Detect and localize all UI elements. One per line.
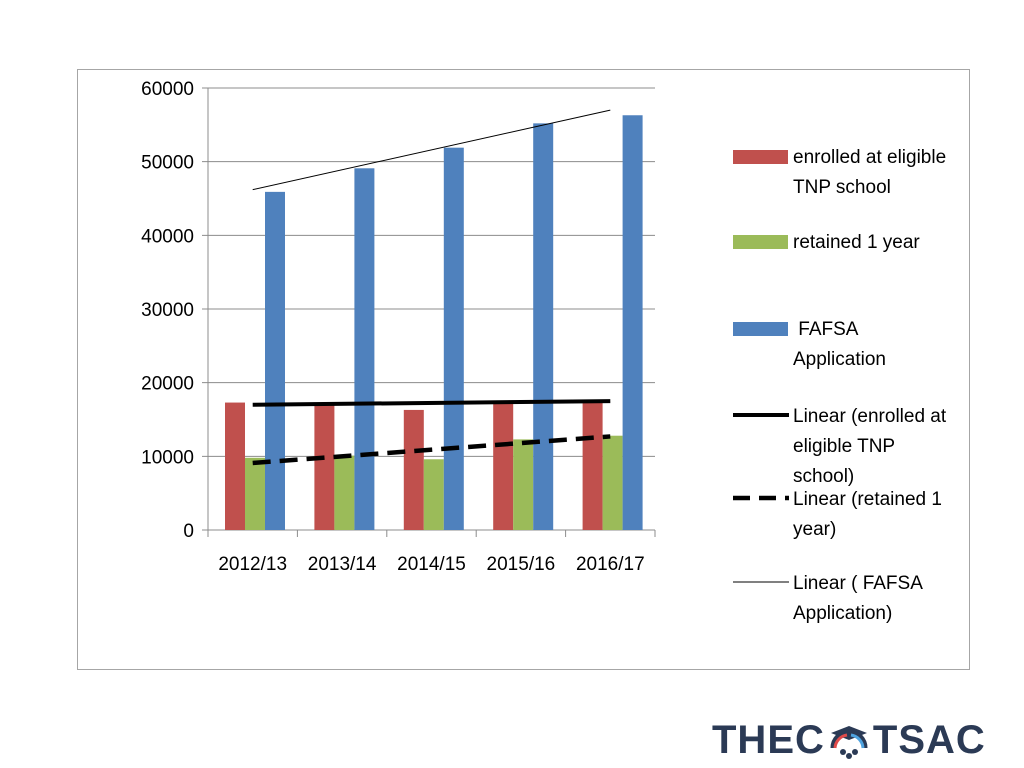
y-tick-label: 30000 <box>141 300 194 321</box>
bar <box>602 435 623 530</box>
legend-label: Linear ( FAFSA <box>793 573 923 594</box>
bar <box>533 123 554 531</box>
logo-text-tsac: TSAC <box>872 717 986 762</box>
y-tick-label: 0 <box>183 521 194 542</box>
bar <box>403 409 424 530</box>
y-tick-label: 20000 <box>141 374 194 395</box>
bar <box>245 457 265 530</box>
bar <box>493 403 514 530</box>
bar <box>622 115 643 531</box>
legend-label: retained 1 year <box>793 232 920 253</box>
bar <box>354 168 375 530</box>
x-tick-label: 2013/14 <box>308 554 377 575</box>
legend-swatch <box>733 322 788 336</box>
y-tick-label: 60000 <box>141 79 194 100</box>
bar <box>265 191 285 530</box>
logo-text-thec: THEC <box>712 717 825 762</box>
x-tick-label: 2016/17 <box>576 554 645 575</box>
x-tick-label: 2014/15 <box>397 554 466 575</box>
x-tick-label: 2015/16 <box>487 554 556 575</box>
trendline <box>252 434 611 466</box>
legend-label: Application <box>793 349 886 370</box>
y-tick-label: 10000 <box>141 447 194 468</box>
bar <box>423 459 444 530</box>
bar <box>443 147 464 531</box>
x-tick-label: 2012/13 <box>218 554 287 575</box>
legend-swatch <box>733 235 788 249</box>
legend-label: Application) <box>793 603 892 624</box>
trendline <box>252 109 611 191</box>
legend-label: school) <box>793 466 854 487</box>
bar <box>225 402 245 530</box>
legend-swatch <box>733 150 788 164</box>
legend-label: Linear (enrolled at <box>793 406 947 427</box>
y-tick-label: 50000 <box>141 153 194 174</box>
chart-area: 0 10000 20000 30000 40000 50000 60000 2012/13 20… <box>141 79 947 624</box>
thec-tsac-logo: THEC TSAC <box>712 712 986 768</box>
graduation-cap-icon <box>830 726 868 759</box>
legend-label: Linear (retained 1 <box>793 489 942 510</box>
trendline <box>252 399 611 407</box>
y-tick-label: 40000 <box>141 226 194 247</box>
legend-label: FAFSA <box>793 319 859 340</box>
bar <box>513 439 534 530</box>
legend-label: TNP school <box>793 177 891 198</box>
bar <box>314 404 335 530</box>
legend-label: year) <box>793 519 836 540</box>
legend-label: eligible TNP <box>793 436 895 457</box>
bar <box>582 401 603 530</box>
bar <box>334 455 355 530</box>
legend-label: enrolled at eligible <box>793 147 946 168</box>
chart-frame: 0 10000 20000 30000 40000 50000 60000 2012/13 20… <box>77 69 970 670</box>
